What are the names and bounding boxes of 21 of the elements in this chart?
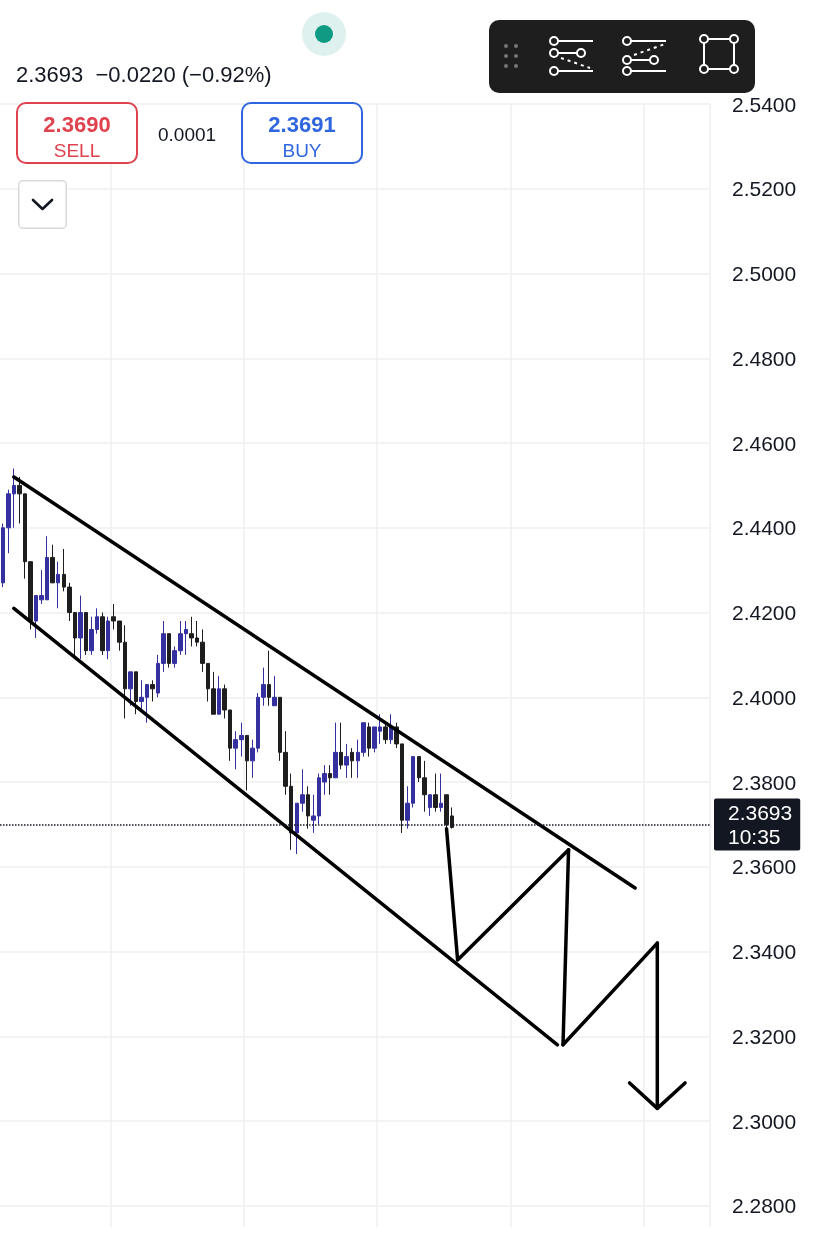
annotation: 2.3690 <box>42 112 112 138</box>
y-tick-label: 2.3400 <box>732 940 797 964</box>
y-tick-label: 2.3200 <box>732 1024 797 1048</box>
chart-subtitle: 2.3693 −0.0220 (−0.92%) <box>16 62 272 88</box>
y-tick-label: 2.4400 <box>732 516 797 540</box>
y-tick-label: 2.3600 <box>732 855 797 879</box>
y-tick-label: 2.5400 <box>732 92 797 116</box>
y-tick-label: 2.3800 <box>732 770 797 794</box>
y-tick-label: 2.5000 <box>732 262 797 286</box>
y-tick-label: 2.2800 <box>732 1194 797 1218</box>
ref-line-label: 2.3693 10:35 <box>728 800 793 848</box>
annotation: SELL <box>52 140 102 162</box>
y-tick-label: 2.5200 <box>732 177 797 201</box>
y-tick-label: 2.4200 <box>732 601 797 625</box>
annotation: BUY <box>281 140 323 162</box>
annotation: 0.0001 <box>158 124 217 146</box>
y-tick-label: 2.3000 <box>732 1109 797 1133</box>
y-tick-label: 2.4800 <box>732 346 797 370</box>
annotation: 2.3691 <box>267 112 337 138</box>
y-tick-label: 2.4600 <box>732 431 797 455</box>
y-tick-label: 2.4000 <box>732 685 797 709</box>
